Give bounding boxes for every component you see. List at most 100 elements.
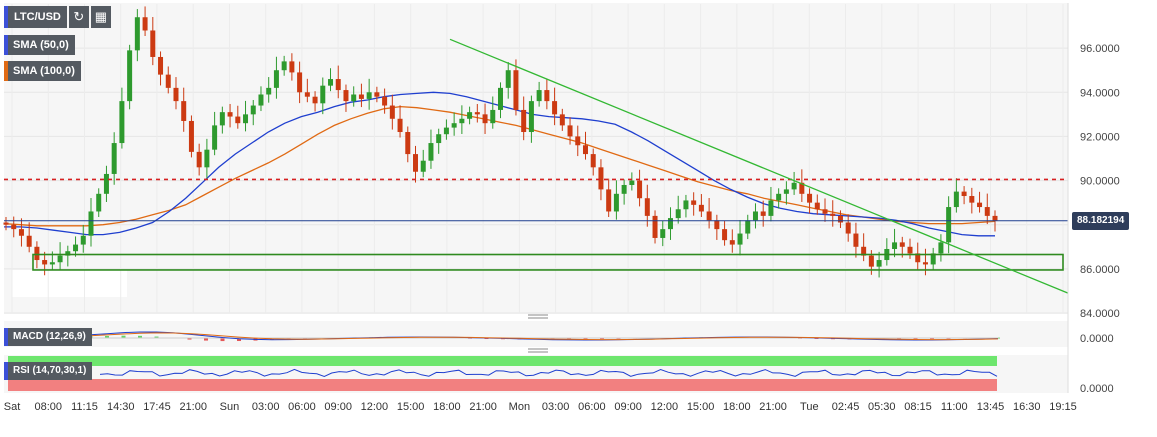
x-tick-label: 13:45 bbox=[977, 401, 1005, 413]
y-tick-label: 84.0000 bbox=[1080, 308, 1120, 320]
candle-body bbox=[698, 204, 704, 212]
candle-body bbox=[528, 101, 534, 133]
x-tick-label: 21:00 bbox=[759, 401, 787, 413]
x-tick-label: Sun bbox=[220, 401, 240, 413]
candle-body bbox=[111, 143, 117, 174]
panel-divider-1[interactable] bbox=[528, 314, 548, 319]
candle-body bbox=[907, 246, 913, 254]
candle-body bbox=[582, 145, 588, 155]
candle-body bbox=[691, 200, 697, 205]
candle-body bbox=[266, 87, 272, 95]
x-tick-label: 21:00 bbox=[469, 401, 497, 413]
y-tick-label: 94.0000 bbox=[1080, 87, 1120, 99]
candle-body bbox=[822, 209, 828, 214]
symbol-label[interactable]: LTC/USD bbox=[4, 6, 67, 28]
candle-body bbox=[729, 240, 735, 245]
candle-body bbox=[660, 229, 666, 238]
candle-body bbox=[837, 215, 843, 223]
price-axis: 84.000086.000088.000090.000092.000094.00… bbox=[1080, 43, 1120, 320]
candle-body bbox=[204, 149, 210, 168]
rsi-legend[interactable]: RSI (14,70,30,1) bbox=[4, 362, 93, 380]
candle-body bbox=[382, 96, 388, 106]
macd-histogram-bar bbox=[600, 338, 604, 340]
candle-body bbox=[142, 17, 148, 31]
candle-body bbox=[235, 116, 241, 124]
macd-histogram-bar bbox=[930, 338, 934, 340]
candle-body bbox=[243, 114, 249, 124]
candle-body bbox=[922, 262, 928, 265]
candle-body bbox=[752, 211, 758, 221]
x-tick-label: 06:00 bbox=[288, 401, 316, 413]
candle-body bbox=[513, 70, 519, 110]
candle-body bbox=[405, 132, 411, 155]
macd-histogram-bar bbox=[187, 338, 192, 340]
macd-histogram-bar bbox=[105, 335, 109, 339]
y-tick-label: 92.0000 bbox=[1080, 131, 1120, 143]
sma100-legend[interactable]: SMA (100,0) bbox=[4, 61, 81, 81]
x-tick-label: 18:00 bbox=[433, 401, 461, 413]
x-tick-label: 02:45 bbox=[832, 401, 860, 413]
candle-body bbox=[150, 30, 156, 57]
rsi-plot bbox=[99, 368, 998, 378]
candle-body bbox=[320, 85, 326, 104]
main-panel-bg bbox=[4, 3, 1068, 314]
candle-body bbox=[606, 189, 612, 212]
candle-body bbox=[467, 112, 473, 119]
candle-body bbox=[227, 112, 233, 117]
candle-body bbox=[667, 218, 673, 230]
candle-body bbox=[969, 196, 975, 203]
macd-panel-bg bbox=[4, 321, 1068, 347]
candle-body bbox=[714, 220, 720, 230]
blank-patch bbox=[12, 270, 127, 297]
candle-body bbox=[289, 61, 295, 73]
candle-body bbox=[799, 182, 805, 194]
candle-body bbox=[760, 211, 766, 216]
candle-body bbox=[575, 136, 581, 146]
candle-body bbox=[683, 200, 689, 210]
candle-body bbox=[482, 114, 488, 124]
x-tick-label: 17:45 bbox=[143, 401, 171, 413]
sma100-label: SMA (100,0) bbox=[13, 65, 75, 77]
refresh-icon[interactable]: ↻ bbox=[68, 6, 89, 28]
x-tick-label: Tue bbox=[800, 401, 819, 413]
macd-legend[interactable]: MACD (12,26,9) bbox=[4, 328, 92, 346]
rsi-overbought-zone bbox=[8, 356, 997, 366]
x-tick-label: 09:00 bbox=[614, 401, 642, 413]
macd-histogram-bar bbox=[913, 338, 918, 340]
candle-body bbox=[737, 233, 743, 245]
descending-trendline bbox=[449, 38, 1069, 294]
candle-body bbox=[946, 207, 952, 243]
candle-body bbox=[273, 70, 279, 88]
candle-body bbox=[953, 191, 959, 208]
sma50-label: SMA (50,0) bbox=[13, 39, 69, 51]
candle-body bbox=[521, 109, 527, 133]
panel-divider-2[interactable] bbox=[528, 348, 548, 353]
candle-body bbox=[420, 160, 426, 172]
candle-body bbox=[328, 79, 334, 86]
candle-body bbox=[436, 134, 442, 144]
calendar-icon[interactable]: ▦ bbox=[90, 6, 111, 28]
candle-body bbox=[853, 233, 859, 247]
sma100-polyline bbox=[3, 105, 996, 227]
macd-histogram-bar bbox=[237, 338, 241, 342]
macd-histogram-bar bbox=[138, 335, 142, 339]
candle-body bbox=[621, 184, 627, 194]
candle-body bbox=[57, 255, 63, 263]
candle-body bbox=[490, 109, 496, 124]
x-tick-label: Mon bbox=[509, 401, 530, 413]
candle-body bbox=[915, 253, 921, 263]
sma50-legend[interactable]: SMA (50,0) bbox=[4, 35, 75, 55]
candle-body bbox=[18, 229, 24, 236]
sma100-line bbox=[3, 105, 996, 227]
candle-body bbox=[297, 72, 303, 93]
candle-body bbox=[807, 193, 813, 203]
x-tick-label: 12:00 bbox=[361, 401, 389, 413]
x-tick-label: 03:00 bbox=[542, 401, 570, 413]
candle-body bbox=[188, 120, 194, 152]
x-tick-label: 21:00 bbox=[179, 401, 207, 413]
candle-body bbox=[281, 61, 287, 71]
x-tick-label: 12:00 bbox=[651, 401, 679, 413]
candle-body bbox=[88, 211, 94, 236]
candle-body bbox=[559, 114, 565, 126]
